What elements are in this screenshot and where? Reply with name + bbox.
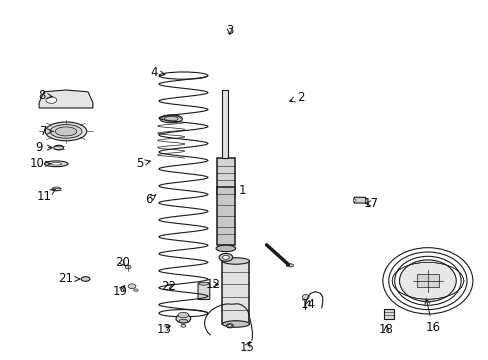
Ellipse shape bbox=[181, 324, 185, 327]
Ellipse shape bbox=[54, 145, 63, 150]
Text: 3: 3 bbox=[225, 24, 233, 37]
Ellipse shape bbox=[222, 321, 249, 327]
FancyBboxPatch shape bbox=[222, 90, 228, 158]
Text: 12: 12 bbox=[205, 278, 220, 291]
Text: 5: 5 bbox=[135, 157, 150, 170]
Ellipse shape bbox=[45, 122, 87, 141]
Polygon shape bbox=[39, 90, 93, 108]
Ellipse shape bbox=[164, 116, 178, 121]
Text: 8: 8 bbox=[38, 89, 52, 102]
Text: 11: 11 bbox=[37, 190, 55, 203]
Circle shape bbox=[302, 294, 308, 300]
Text: 19: 19 bbox=[112, 285, 127, 298]
Ellipse shape bbox=[222, 258, 249, 264]
Ellipse shape bbox=[81, 276, 90, 282]
FancyBboxPatch shape bbox=[383, 309, 393, 319]
Ellipse shape bbox=[176, 314, 190, 323]
Ellipse shape bbox=[125, 265, 131, 269]
Ellipse shape bbox=[199, 282, 208, 285]
Ellipse shape bbox=[222, 256, 229, 259]
Ellipse shape bbox=[128, 284, 136, 289]
Ellipse shape bbox=[51, 162, 61, 165]
Ellipse shape bbox=[44, 161, 68, 167]
Ellipse shape bbox=[46, 97, 57, 103]
Text: 16: 16 bbox=[424, 299, 439, 334]
Text: 14: 14 bbox=[300, 298, 315, 311]
Text: 1: 1 bbox=[226, 184, 245, 197]
Ellipse shape bbox=[352, 199, 355, 201]
Ellipse shape bbox=[216, 245, 235, 252]
Text: 2: 2 bbox=[289, 91, 304, 104]
FancyBboxPatch shape bbox=[216, 158, 235, 194]
Ellipse shape bbox=[227, 325, 231, 327]
FancyBboxPatch shape bbox=[222, 261, 249, 324]
Ellipse shape bbox=[160, 115, 182, 123]
FancyBboxPatch shape bbox=[216, 187, 235, 245]
Text: 22: 22 bbox=[161, 280, 176, 293]
Text: 17: 17 bbox=[364, 197, 378, 210]
Text: 21: 21 bbox=[59, 273, 80, 285]
FancyBboxPatch shape bbox=[198, 283, 209, 300]
Text: 18: 18 bbox=[378, 323, 393, 336]
Ellipse shape bbox=[52, 187, 61, 191]
Circle shape bbox=[399, 260, 455, 302]
Text: 13: 13 bbox=[156, 323, 171, 336]
Text: 6: 6 bbox=[145, 193, 156, 206]
Ellipse shape bbox=[55, 127, 77, 136]
Text: 9: 9 bbox=[35, 141, 52, 154]
Text: 7: 7 bbox=[40, 125, 53, 138]
Text: 4: 4 bbox=[150, 66, 164, 78]
Text: 15: 15 bbox=[239, 341, 254, 354]
FancyBboxPatch shape bbox=[353, 197, 365, 203]
Ellipse shape bbox=[134, 289, 138, 292]
Ellipse shape bbox=[219, 253, 232, 261]
FancyBboxPatch shape bbox=[416, 274, 438, 287]
Ellipse shape bbox=[286, 264, 293, 267]
Ellipse shape bbox=[226, 324, 233, 328]
Ellipse shape bbox=[178, 312, 188, 318]
Ellipse shape bbox=[50, 125, 82, 138]
Text: 10: 10 bbox=[29, 157, 50, 170]
Text: 20: 20 bbox=[115, 256, 129, 269]
Ellipse shape bbox=[179, 319, 187, 323]
